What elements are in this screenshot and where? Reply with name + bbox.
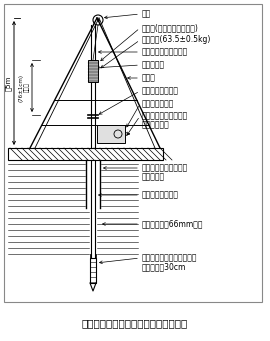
Text: 巻上げドラム: 巻上げドラム [142, 120, 170, 130]
Text: ハンマー(63.5±0.5kg): ハンマー(63.5±0.5kg) [142, 35, 211, 44]
Text: とんび引綱: とんび引綱 [142, 60, 165, 70]
Text: (76±1cm): (76±1cm) [19, 74, 24, 102]
Text: 規定貫入量30cm: 規定貫入量30cm [142, 263, 186, 271]
Text: 約5m: 約5m [5, 75, 12, 91]
Bar [97, 125, 125, 143]
Text: 落下重: 落下重 [24, 83, 30, 92]
Bar [88, 60, 98, 82]
Text: 滑車: 滑車 [142, 10, 151, 18]
Text: ボーリング孔66mm程度: ボーリング孔66mm程度 [142, 220, 204, 228]
Text: ボーリング機械: ボーリング機械 [142, 100, 174, 108]
Text: ドライブパイプまたは: ドライブパイプまたは [142, 163, 188, 173]
Text: ケーシング: ケーシング [142, 173, 165, 181]
Text: コーンプーリーまたは: コーンプーリーまたは [142, 112, 188, 120]
Text: 標準貫入試験用サンプラー: 標準貫入試験用サンプラー [142, 253, 197, 263]
Text: ノッキングヘッド: ノッキングヘッド [142, 87, 179, 95]
Bar [8, 148, 163, 160]
Bar [90, 258, 96, 283]
Text: とんび(又は自由落下装置): とんび(又は自由落下装置) [142, 24, 199, 32]
Text: 図．標準貫入試験装置及び器具の名称: 図．標準貫入試験装置及び器具の名称 [82, 318, 188, 328]
Text: ボーリングロッド: ボーリングロッド [142, 191, 179, 199]
Bar [4, 4, 262, 302]
Text: ハンマー巻上げ用引綱: ハンマー巻上げ用引綱 [142, 47, 188, 57]
Text: やぐら: やぐら [142, 74, 156, 83]
